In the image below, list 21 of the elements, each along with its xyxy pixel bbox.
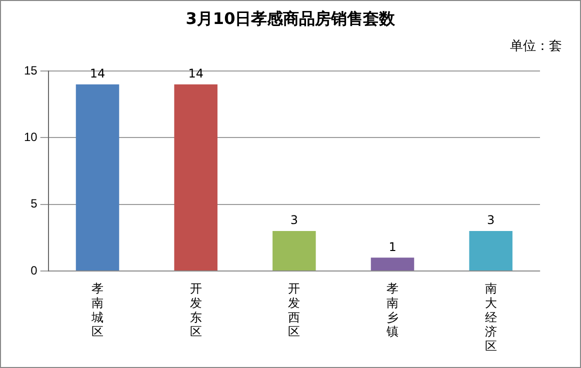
- bar: [76, 84, 120, 270]
- x-tick-label: 孝南城区: [90, 282, 104, 339]
- x-tick-label: 开发西区: [288, 282, 300, 339]
- data-label: 1: [388, 240, 396, 254]
- bar: [469, 231, 512, 270]
- x-tick-label: 南大经济区: [484, 282, 497, 354]
- y-tick-label: 5: [30, 196, 38, 211]
- y-tick-label: 15: [24, 63, 38, 78]
- bar: [370, 258, 414, 270]
- x-tick-label: 孝南乡镇: [386, 282, 399, 339]
- bar: [272, 231, 316, 270]
- data-label: 3: [290, 213, 298, 228]
- bar: [174, 84, 218, 270]
- chart-title: 3月10日孝感商品房销售套数: [184, 9, 396, 30]
- y-tick-label: 0: [30, 263, 38, 278]
- data-label: 14: [90, 66, 106, 80]
- data-label: 3: [487, 213, 495, 228]
- chart-subtitle: 单位：套: [510, 38, 562, 55]
- x-tick-label: 开发东区: [190, 282, 202, 339]
- data-label: 14: [188, 66, 204, 80]
- y-tick-label: 10: [24, 130, 38, 144]
